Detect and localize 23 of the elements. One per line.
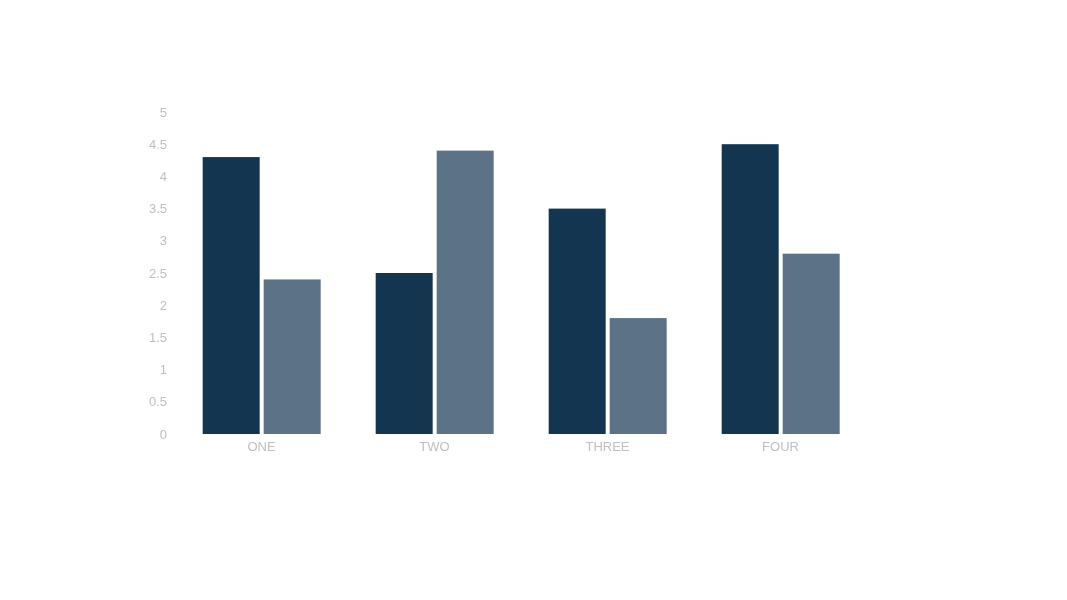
x-tick-label: TWO <box>419 439 450 455</box>
bar <box>436 150 494 434</box>
x-tick-label: THREE <box>585 439 630 455</box>
x-tick-label: FOUR <box>762 439 799 455</box>
y-tick-label: 2.5 <box>148 265 167 281</box>
y-tick-label: 1 <box>159 362 167 378</box>
y-tick-label: 3 <box>159 233 167 249</box>
x-tick-label: ONE <box>247 439 276 455</box>
y-tick-label: 2 <box>159 297 167 313</box>
y-tick-label: 3.5 <box>148 201 167 217</box>
y-tick-label: 4.5 <box>148 136 167 152</box>
y-tick-label: 0.5 <box>148 394 167 410</box>
y-tick-label: 4 <box>159 169 167 185</box>
bar <box>782 253 840 434</box>
y-tick-label: 5 <box>159 104 167 120</box>
bar <box>609 318 667 434</box>
bar <box>202 157 260 434</box>
bar <box>375 273 433 434</box>
y-tick-label: 1.5 <box>148 330 167 346</box>
y-tick-label: 0 <box>159 426 167 442</box>
bar <box>721 144 779 434</box>
bar <box>263 279 321 434</box>
bar <box>548 208 606 434</box>
